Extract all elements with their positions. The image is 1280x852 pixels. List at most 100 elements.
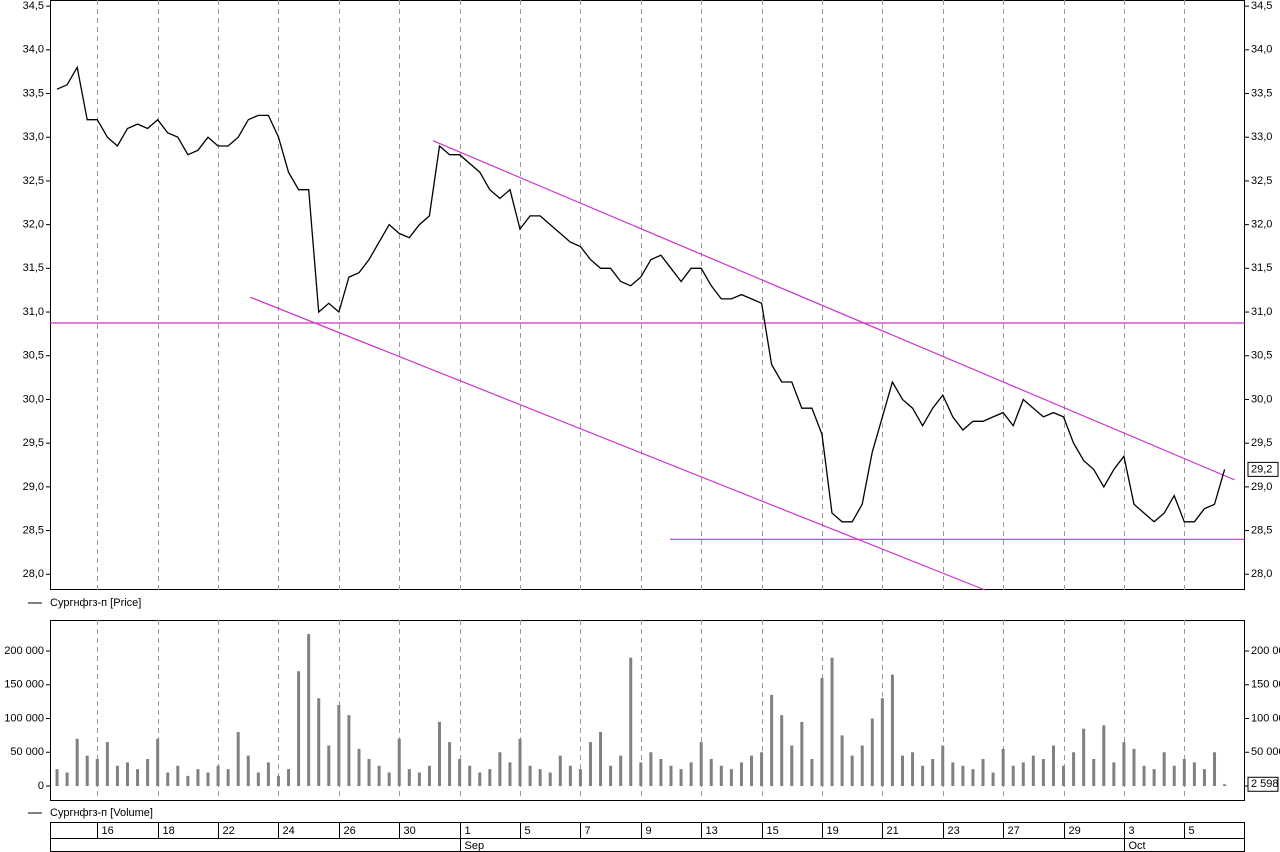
volume-bar	[307, 634, 311, 787]
x-tick-label: 16	[102, 825, 114, 837]
y-tick-label: 28,5	[1251, 524, 1272, 536]
volume-bar	[1223, 784, 1227, 787]
volume-bar	[800, 721, 804, 787]
x-tick-label: 15	[767, 825, 779, 837]
volume-bar	[830, 657, 834, 787]
trendline	[250, 296, 986, 591]
volume-bar	[156, 738, 160, 787]
x-tick-label: 27	[1008, 825, 1020, 837]
y-tick-label: 34,5	[23, 0, 44, 12]
volume-bar	[196, 769, 200, 787]
volume-bar	[961, 765, 965, 787]
volume-bar	[105, 742, 109, 787]
x-tick-label: 18	[163, 825, 175, 837]
y-tick-label: 29,0	[23, 481, 44, 493]
x-tick-label: 30	[404, 825, 416, 837]
y-tick-label: 28,5	[23, 524, 44, 536]
x-tick-label: 26	[344, 825, 356, 837]
volume-bar	[377, 765, 381, 787]
volume-bar	[397, 738, 401, 787]
x-tick-label: 3	[1129, 825, 1135, 837]
y-tick-label: 32,5	[1251, 175, 1272, 187]
volume-bar	[669, 765, 673, 787]
y-tick-label: 28,0	[23, 568, 44, 580]
x-tick-label: 21	[887, 825, 899, 837]
volume-bar	[216, 765, 220, 787]
x-tick-label: 9	[646, 825, 652, 837]
y-tick-label: 33,5	[23, 87, 44, 99]
month-label: Sep	[465, 840, 485, 852]
volume-bar	[317, 698, 321, 787]
legend-label: Сургнфгз-п [Price]	[50, 597, 141, 609]
volume-bar	[780, 715, 784, 787]
volume-bar	[1152, 769, 1156, 787]
volume-bar	[1192, 762, 1196, 787]
volume-bar	[568, 765, 572, 787]
y-tick-label: 34,0	[23, 44, 44, 56]
volume-bar	[347, 715, 351, 787]
volume-bar	[508, 762, 512, 787]
y-tick-label: 33,5	[1251, 87, 1272, 99]
volume-bar	[609, 765, 613, 787]
x-tick-label: 7	[585, 825, 591, 837]
volume-bar	[599, 732, 603, 787]
volume-bar	[790, 745, 794, 787]
month-label: Oct	[1129, 840, 1146, 852]
volume-bar	[176, 765, 180, 787]
x-tick-label: 19	[827, 825, 839, 837]
volume-bar	[750, 755, 754, 787]
legend-label: Сургнфгз-п [Volume]	[50, 807, 153, 819]
volume-bar	[1011, 765, 1015, 787]
volume-bar	[770, 694, 774, 787]
volume-bar	[256, 772, 260, 787]
volume-bar	[1172, 765, 1176, 787]
volume-bar	[417, 772, 421, 787]
y-tick-label: 33,0	[1251, 131, 1272, 143]
volume-bar	[578, 769, 582, 787]
trendline	[432, 140, 1235, 481]
volume-bar	[1162, 752, 1166, 787]
volume-bar	[387, 772, 391, 787]
x-tick-label: 13	[706, 825, 718, 837]
x-tick-label: 22	[223, 825, 235, 837]
volume-bar	[518, 738, 522, 787]
volume-bar	[236, 732, 240, 787]
volume-bar	[619, 755, 623, 787]
y-tick-label: 30,0	[1251, 393, 1272, 405]
volume-bar	[689, 762, 693, 787]
volume-bar	[357, 748, 361, 787]
x-tick-label: 5	[525, 825, 531, 837]
volume-bar	[548, 772, 552, 787]
volume-bar	[699, 742, 703, 787]
volume-bar	[498, 752, 502, 787]
volume-bar	[226, 769, 230, 787]
volume-bar	[448, 742, 452, 787]
x-tick-label: 24	[283, 825, 295, 837]
y-tick-label: 31,5	[1251, 262, 1272, 274]
volume-bar	[981, 759, 985, 787]
volume-bar	[1041, 759, 1045, 787]
volume-bar	[1142, 765, 1146, 787]
volume-bar	[1202, 769, 1206, 787]
y-tick-label: 50 000	[10, 746, 44, 758]
volume-bar	[246, 755, 250, 787]
volume-bar	[287, 769, 291, 787]
volume-bar	[810, 759, 814, 787]
y-tick-label: 200 000	[4, 645, 44, 657]
volume-bar	[1132, 748, 1136, 787]
y-tick-label: 33,0	[23, 131, 44, 143]
price-frame	[50, 0, 1245, 590]
volume-bar	[739, 762, 743, 787]
volume-bar	[1062, 765, 1066, 787]
volume-bar	[186, 775, 190, 787]
volume-bar	[1213, 752, 1217, 787]
volume-bar	[337, 705, 341, 787]
volume-frame	[50, 620, 1245, 801]
volume-bar	[911, 752, 915, 787]
y-tick-label: 34,0	[1251, 44, 1272, 56]
x-tick-label: 1	[465, 825, 471, 837]
volume-bar	[870, 718, 874, 787]
volume-bar	[115, 765, 119, 787]
y-tick-label: 28,0	[1251, 568, 1272, 580]
